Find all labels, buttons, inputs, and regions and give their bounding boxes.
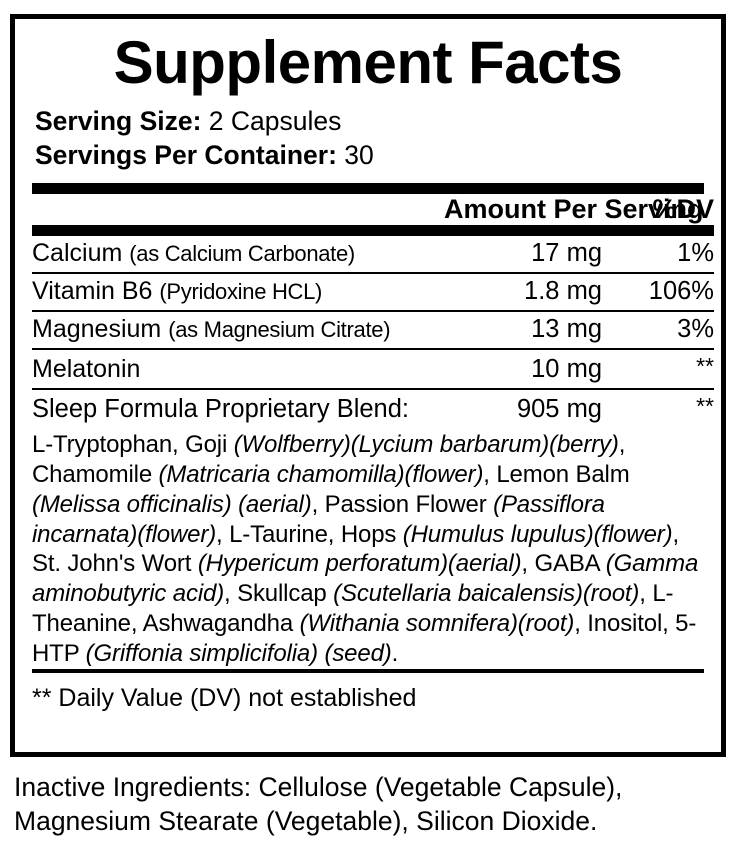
table-header-row: Amount Per Serving %DV <box>32 194 714 225</box>
rule-cell <box>32 224 714 236</box>
blend-amount: 905 mg <box>516 394 602 423</box>
botanical-name: (Matricaria chamomilla) <box>158 460 405 488</box>
rule-thin <box>32 387 714 390</box>
rule-med-footnote <box>32 668 704 673</box>
botanical-name: (Gamma aminobutyric acid) <box>32 550 699 608</box>
serving-information: Serving Size: 2 Capsules Servings Per Co… <box>32 104 704 173</box>
botanical-name: (aerial) <box>238 490 312 518</box>
nutrient-source: (as Calcium Carbonate) <box>129 240 355 266</box>
panel-inner: Supplement Facts Serving Size: 2 Capsule… <box>15 33 721 766</box>
nutrient-dv: 106% <box>648 276 714 305</box>
nutrient-name: Vitamin B6 (Pyridoxine HCL) <box>32 274 444 310</box>
nutrient-amount: 17 mg <box>531 238 602 267</box>
servings-per-container-label: Servings Per Container: <box>35 140 337 171</box>
rule-row-thin <box>32 387 714 390</box>
rule-thin <box>32 309 714 312</box>
inactive-ingredients: Inactive Ingredients: Cellulose (Vegetab… <box>14 772 623 837</box>
nutrient-name: Melatonin <box>32 350 444 388</box>
serving-size-value: 2 Capsules <box>208 106 342 136</box>
botanical-name: (seed) <box>324 640 392 667</box>
table-row: Calcium (as Calcium Carbonate) 17 mg 1% <box>32 236 714 272</box>
nutrient-name-text: Magnesium <box>32 314 162 343</box>
table-row: Vitamin B6 (Pyridoxine HCL) 1.8 mg 106% <box>32 274 714 310</box>
supplement-facts-panel: Supplement Facts Serving Size: 2 Capsule… <box>10 14 726 757</box>
rule-row-thick <box>32 224 714 236</box>
serving-size-label: Serving Size: <box>35 106 202 136</box>
botanical-name: (Wolfberry) <box>233 430 351 458</box>
header-spacer <box>32 194 444 225</box>
botanical-name: (Humulus lupulus) <box>402 520 594 548</box>
botanical-name: (aerial) <box>447 550 522 578</box>
botanical-name: (root) <box>517 610 575 638</box>
botanical-name: (root) <box>582 580 640 608</box>
rule-thick-top <box>32 182 704 194</box>
botanical-name: (Griffonia simplicifolia) <box>85 640 318 667</box>
serving-size-line: Serving Size: 2 Capsules <box>35 104 704 138</box>
botanical-name: (Hypericum perforatum) <box>197 550 448 578</box>
nutrient-name-text: Vitamin B6 <box>32 276 153 305</box>
botanical-name: (flower) <box>593 520 673 548</box>
botanical-name: (flower) <box>404 460 484 488</box>
page-title: Supplement Facts <box>113 29 623 96</box>
rule-row-thin <box>32 271 714 274</box>
nutrition-table: Amount Per Serving %DV Calcium (as Calci… <box>32 194 714 428</box>
rule-cell <box>32 309 714 312</box>
botanical-name: (berry) <box>549 430 619 458</box>
rule-cell <box>32 387 714 390</box>
rule-row-thin <box>32 347 714 350</box>
rule-cell <box>32 347 714 350</box>
rule-thin <box>32 347 714 350</box>
nutrient-name-text: Melatonin <box>32 354 141 383</box>
nutrient-name: Calcium (as Calcium Carbonate) <box>32 236 444 272</box>
servings-per-container-value: 30 <box>344 140 374 171</box>
servings-per-container-line: Servings Per Container: 30 <box>35 138 704 172</box>
blend-ingredients-list: L-Tryptophan, Goji (Wolfberry)(Lycium ba… <box>32 430 699 667</box>
nutrient-amount: 10 mg <box>531 354 602 383</box>
nutrient-name: Magnesium (as Magnesium Citrate) <box>32 312 444 348</box>
botanical-name: (Melissa officinalis) <box>32 490 232 518</box>
botanical-name: (Withania somnifera) <box>299 610 518 638</box>
botanical-name: (Lycium barbarum) <box>350 430 550 458</box>
botanical-name: (Passiflora incarnata) <box>32 490 605 548</box>
botanical-name: (flower) <box>137 520 217 548</box>
table-row: Magnesium (as Magnesium Citrate) 13 mg 3… <box>32 312 714 348</box>
daily-value-footnote: ** Daily Value (DV) not established <box>32 683 417 712</box>
rule-cell <box>32 271 714 274</box>
column-header-amount: Amount Per Serving <box>444 193 704 224</box>
rule-row-thin <box>32 309 714 312</box>
botanical-name: (Scutellaria baicalensis) <box>333 580 583 608</box>
column-header-dv: %DV <box>652 193 714 224</box>
rule-thin <box>32 271 714 274</box>
nutrient-amount: 13 mg <box>531 314 602 343</box>
nutrient-dv: 3% <box>677 314 714 343</box>
nutrient-dv: 1% <box>677 238 714 267</box>
table-row: Melatonin 10 mg ** <box>32 350 714 388</box>
nutrient-source: (Pyridoxine HCL) <box>159 278 323 304</box>
nutrient-amount: 1.8 mg <box>524 276 602 305</box>
blend-name: Sleep Formula Proprietary Blend: <box>32 394 410 423</box>
proprietary-blend-row: Sleep Formula Proprietary Blend: 905 mg … <box>32 390 714 428</box>
nutrient-source: (as Magnesium Citrate) <box>168 316 391 342</box>
nutrient-dv: ** <box>696 352 714 379</box>
rule-thick-header <box>32 224 714 236</box>
blend-dv: ** <box>696 392 714 419</box>
nutrient-name-text: Calcium <box>32 238 123 267</box>
